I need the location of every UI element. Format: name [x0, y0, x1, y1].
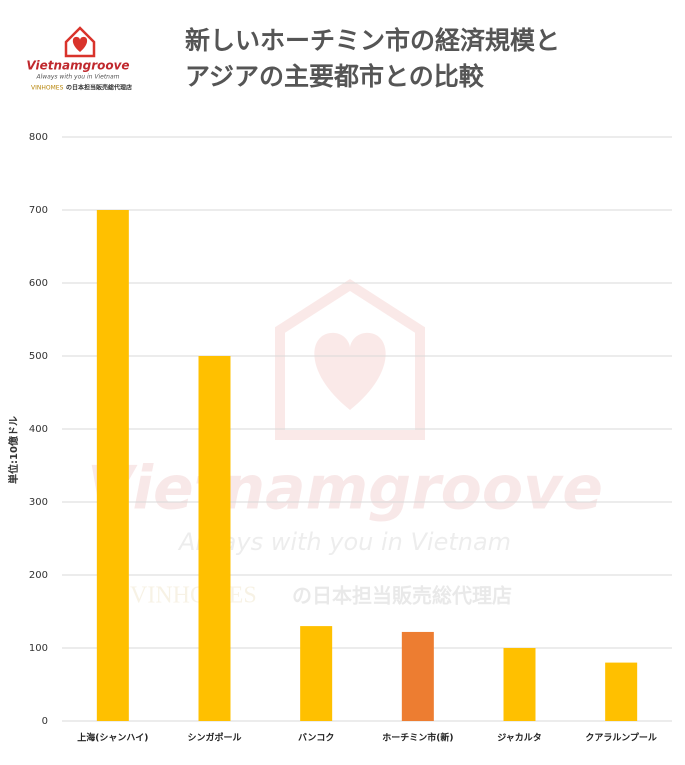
x-tick-label: クアラルンプール — [585, 732, 657, 744]
x-tick-label: ホーチミン市(新) — [382, 732, 453, 744]
logo: Vietnamgroove Always with you in Vietnam… — [26, 26, 132, 92]
bar — [503, 648, 536, 721]
watermark-partner: VINHOMES — [130, 583, 257, 609]
bar — [198, 356, 231, 721]
watermark-house — [275, 279, 425, 440]
y-tick-label: 500 — [29, 351, 48, 362]
partner-note: の日本担当販売総代理店 — [66, 84, 132, 92]
chart-title: アジアの主要都市との比較 — [185, 62, 485, 91]
y-tick-label: 600 — [29, 278, 48, 289]
logo-heart — [72, 36, 88, 52]
watermark-heart — [314, 332, 386, 410]
chart-title: 新しいホーチミン市の経済規模と — [185, 26, 560, 55]
y-axis-label: 単位:10億ドル — [7, 416, 20, 484]
bar — [300, 626, 333, 721]
y-tick-label: 400 — [29, 424, 48, 435]
bar — [96, 210, 129, 721]
y-tick-label: 700 — [29, 205, 48, 216]
partner: VINHOMES — [31, 85, 64, 92]
y-tick-label: 300 — [29, 497, 48, 508]
watermark: Vietnamgroove Always with you in Vietnam… — [87, 279, 603, 609]
watermark-tagline: Always with you in Vietnam — [177, 528, 511, 556]
y-tick-label: 800 — [29, 132, 48, 143]
x-tick-label: 上海(シャンハイ) — [77, 732, 148, 744]
y-tick-label: 0 — [42, 716, 48, 727]
watermark-brand: Vietnamgroove — [87, 454, 603, 524]
y-tick-label: 200 — [29, 570, 48, 581]
x-tick-label: バンコク — [298, 733, 334, 744]
watermark-note: の日本担当販売総代理店 — [292, 584, 512, 608]
y-tick-label: 100 — [29, 643, 48, 654]
x-tick-label: ジャカルタ — [497, 732, 542, 744]
logo-house — [64, 26, 96, 58]
x-tick-label: シンガポール — [187, 732, 241, 744]
bar — [401, 631, 434, 721]
brand-tagline: Always with you in Vietnam — [35, 74, 119, 81]
brand-name: Vietnamgroove — [26, 59, 129, 73]
bar — [605, 662, 638, 721]
